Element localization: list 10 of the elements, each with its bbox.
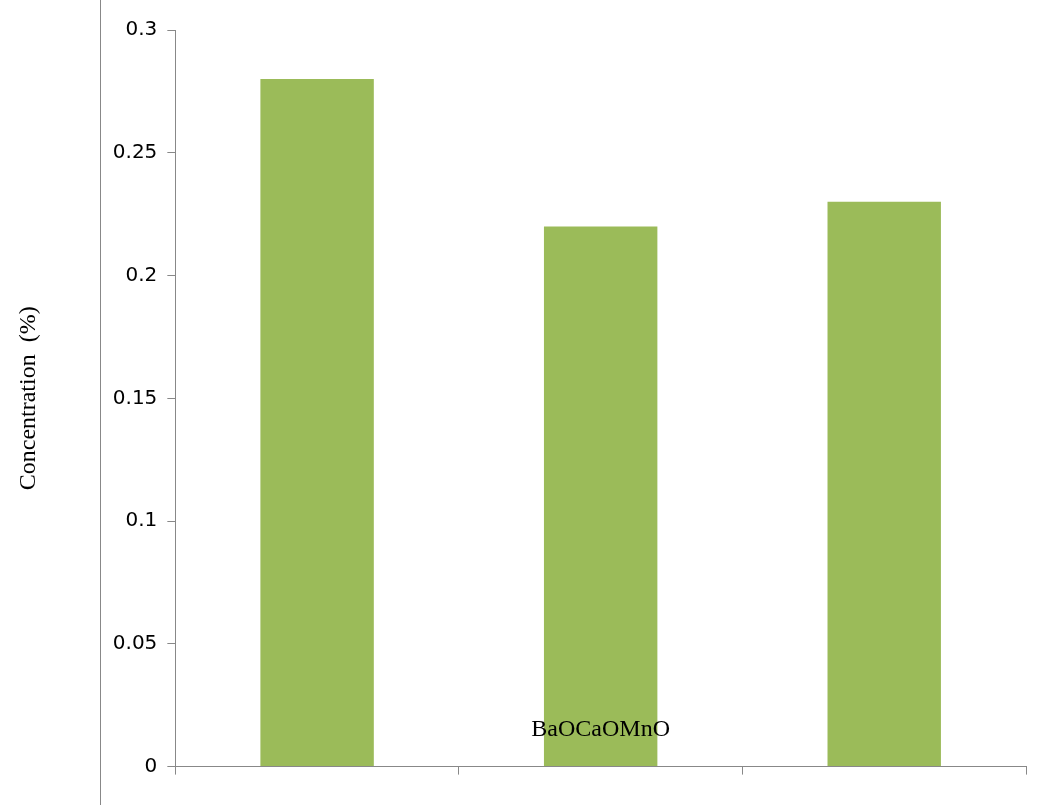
y-tick-label: 0.25 <box>112 138 158 163</box>
y-tick-label: 0.3 <box>125 16 158 41</box>
y-tick-label: 0 <box>144 752 158 777</box>
y-tick-label: 0.2 <box>125 261 158 286</box>
y-axis-title: Concentration (%) <box>13 306 40 491</box>
bar <box>260 79 374 767</box>
y-tick-label: 0.15 <box>112 384 158 409</box>
bar <box>827 201 941 767</box>
y-tick-label: 0.05 <box>112 630 158 655</box>
y-tick-label: 0.1 <box>125 507 158 532</box>
